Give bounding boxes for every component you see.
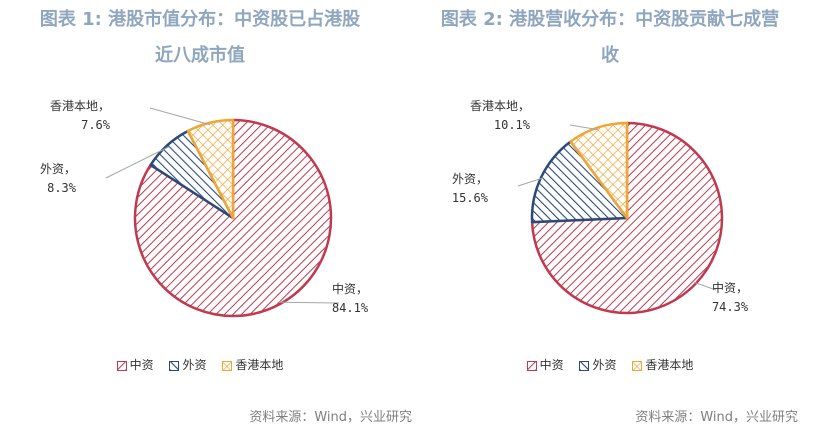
source-note: 资料来源：Wind，兴业研究 xyxy=(249,410,412,425)
legend-item-china: 中资 xyxy=(116,356,154,373)
legend-item-foreign: 外资 xyxy=(169,356,207,373)
legend-swatch-local xyxy=(632,361,643,371)
chart-title-continued: 近八成市值 xyxy=(155,45,245,66)
leader-line-foreign xyxy=(517,177,544,187)
data-label-category-china: 中资， xyxy=(332,281,368,296)
pie-slice-foreign xyxy=(530,140,629,224)
legend-swatch-local xyxy=(222,361,233,371)
pie-slice-local xyxy=(569,121,629,220)
legend: 中资 外资 香港本地 xyxy=(410,356,810,373)
data-label-category-foreign: 外资， xyxy=(452,172,488,186)
data-label-value-local: 7.6% xyxy=(81,118,111,132)
legend-item-local: 香港本地 xyxy=(222,356,283,373)
pie-slice-china xyxy=(133,118,333,318)
data-label-value-foreign: 15.6% xyxy=(452,191,489,205)
data-label-value-local: 10.1% xyxy=(494,118,531,132)
legend-swatch-foreign xyxy=(169,361,180,371)
leader-line-china xyxy=(694,281,717,291)
data-label-category-foreign: 外资， xyxy=(40,162,76,176)
legend-item-foreign: 外资 xyxy=(579,356,617,373)
chart-title: 图表 1: 港股市值分布：中资股已占港股 xyxy=(39,9,361,30)
legend-item-local: 香港本地 xyxy=(632,356,693,373)
data-label-category-china: 中资， xyxy=(712,280,748,295)
legend-swatch-foreign xyxy=(579,361,590,371)
pie-slice-local xyxy=(186,118,235,220)
data-label-value-china: 74.3% xyxy=(712,300,749,314)
data-label-value-china: 84.1% xyxy=(332,301,369,315)
chart-title-continued: 收 xyxy=(601,45,619,66)
chart-title: 图表 2: 港股营收分布：中资股贡献七成营 xyxy=(440,9,780,30)
data-label-category-local: 香港本地， xyxy=(470,99,530,113)
leader-line-local xyxy=(149,107,211,126)
pie-chart: 中资， 74.3% 外资， 15.6% 香港本地， 10.1% xyxy=(452,99,749,315)
pie-chart: 中资， 84.1% 外资， 8.3% 香港本地， 7.6% xyxy=(40,99,369,318)
source-note: 资料来源：Wind，兴业研究 xyxy=(635,410,798,425)
legend-swatch-china xyxy=(526,361,537,371)
data-label-category-local: 香港本地， xyxy=(50,99,110,113)
legend-item-china: 中资 xyxy=(526,356,564,373)
chart-panel-2: 图表 2: 港股营收分布：中资股贡献七成营 收 中资， 74.3% 外资， 15.6%… xyxy=(410,0,810,433)
chart-panel-1: 图表 1: 港股市值分布：中资股已占港股 近八成市值 中资， 84.1% 外资， 8.… xyxy=(0,0,412,433)
leader-line-foreign xyxy=(105,146,169,179)
legend: 中资 外资 香港本地 xyxy=(0,356,400,373)
leader-line-local xyxy=(569,124,599,131)
leader-line-china xyxy=(278,301,340,304)
data-label-value-foreign: 8.3% xyxy=(47,181,77,195)
legend-swatch-china xyxy=(116,361,127,371)
